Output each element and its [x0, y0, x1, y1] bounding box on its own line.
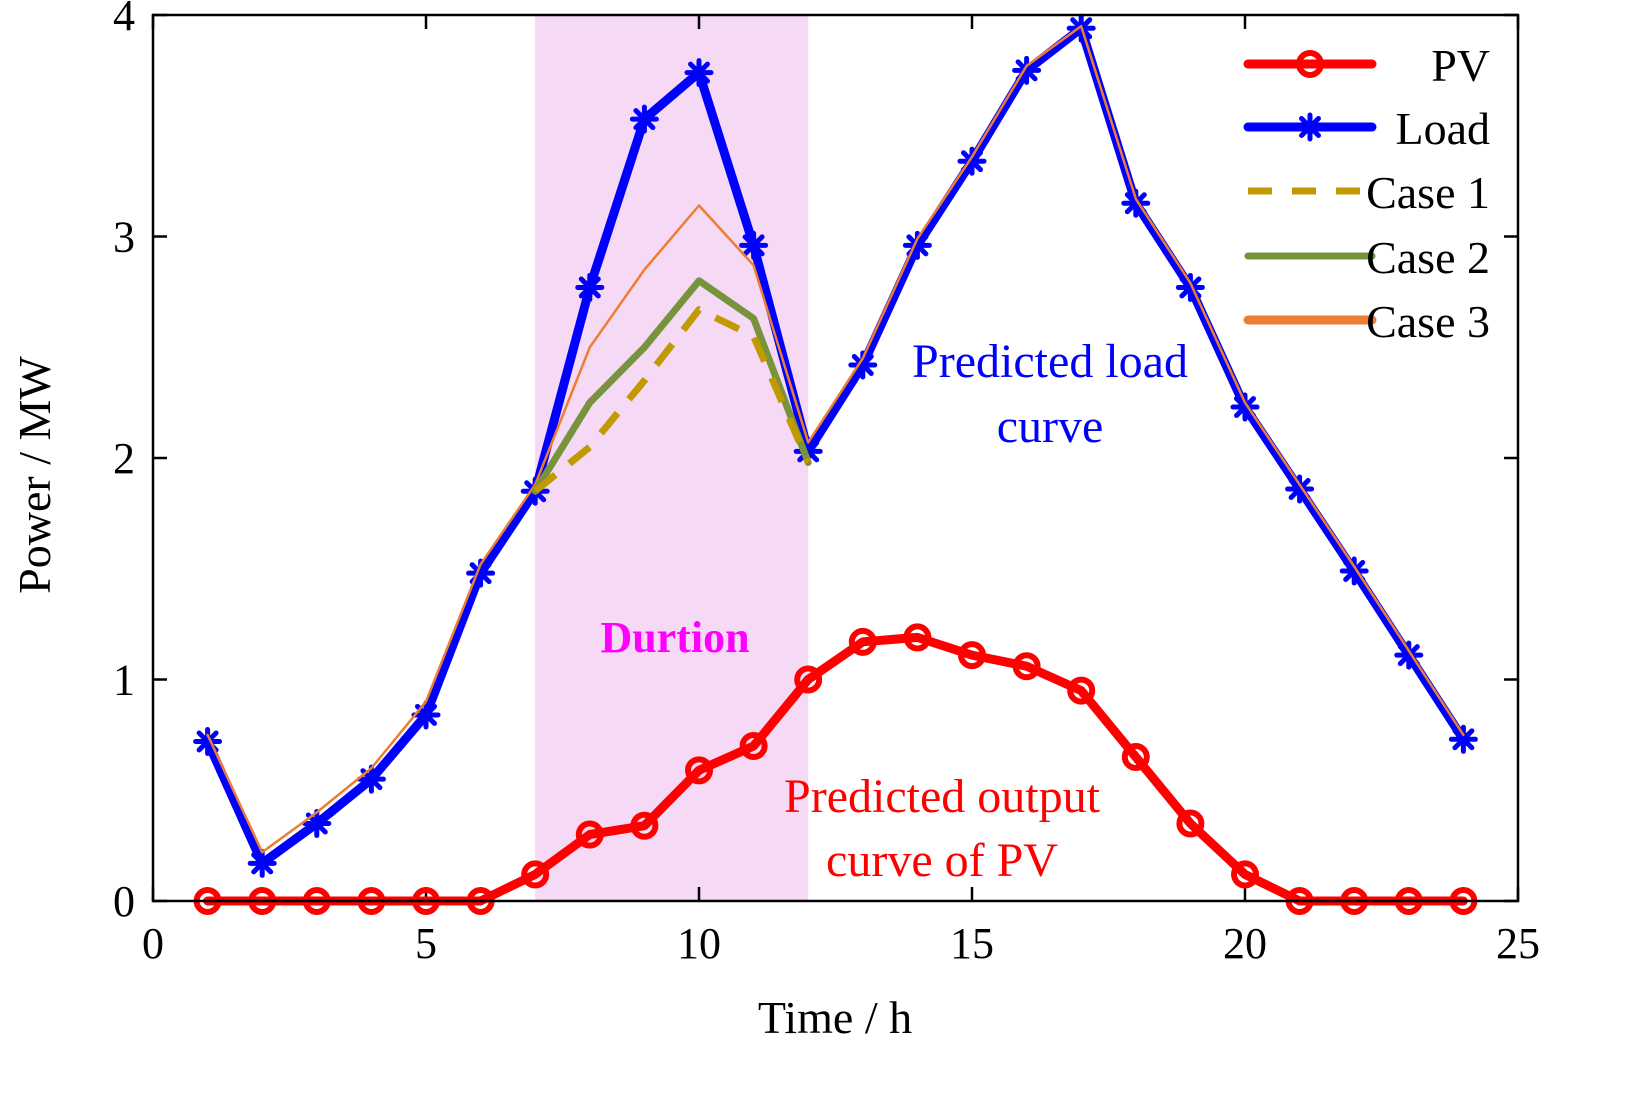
load-point	[739, 230, 769, 260]
pv-curve-annotation-line1: Predicted output	[784, 770, 1101, 823]
pv-curve-annotation-line2: curve of PV	[826, 834, 1058, 887]
load-point	[411, 700, 441, 730]
legend: PV Load Case 1 Case 2 Case 3	[1243, 40, 1490, 347]
load-point	[629, 104, 659, 134]
load-point	[1175, 272, 1205, 302]
load-marker-stroke	[196, 730, 219, 753]
load-marker-stroke	[578, 276, 601, 299]
pv-point	[1121, 743, 1150, 772]
pv-point	[575, 820, 604, 849]
load-marker-stroke	[1299, 116, 1321, 138]
pv-point	[1067, 676, 1096, 705]
load-point	[848, 350, 878, 380]
load-point	[684, 58, 714, 88]
duration-label: Durtion	[600, 613, 749, 662]
load-point	[193, 727, 223, 757]
x-tick-label: 0	[142, 919, 164, 968]
load-marker-stroke	[742, 234, 765, 257]
load-marker-stroke	[1234, 396, 1256, 419]
load-marker-stroke	[415, 703, 437, 726]
x-axis-title: Time / h	[758, 992, 912, 1043]
load-point	[1448, 724, 1478, 754]
pv-point	[794, 665, 823, 694]
plot-frame	[151, 13, 1520, 903]
pv-point	[903, 623, 932, 652]
load-curve-annotation-line2: curve	[997, 400, 1104, 453]
series-line-case-1	[532, 306, 812, 494]
x-tick-label: 10	[677, 919, 721, 968]
legend-marker-load	[1295, 112, 1325, 142]
load-curve-annotation-line1: Predicted load	[912, 335, 1188, 388]
y-tick-label: 2	[113, 434, 135, 483]
y-axis-title: Power / MW	[9, 356, 60, 594]
pv-point	[630, 811, 659, 840]
legend-label-load: Load	[1395, 103, 1490, 154]
series-line-case-2	[531, 277, 812, 495]
load-point	[247, 848, 277, 878]
y-tick-label: 0	[113, 877, 135, 926]
x-tick-label: 20	[1223, 919, 1267, 968]
pv-point	[958, 641, 986, 670]
load-marker-stroke	[251, 852, 274, 875]
legend-label-case-1: Case 1	[1366, 167, 1490, 218]
legend-label-pv: PV	[1431, 40, 1490, 91]
series-line-case-3	[206, 24, 1465, 854]
legend-label-case-2: Case 2	[1366, 232, 1490, 283]
pv-point	[521, 860, 550, 889]
load-marker-stroke	[1124, 192, 1147, 215]
load-marker-stroke	[1452, 728, 1475, 751]
load-marker-stroke	[305, 812, 328, 835]
load-marker-stroke	[1397, 644, 1420, 667]
load-marker-stroke	[633, 108, 656, 131]
y-tick-label: 4	[113, 0, 135, 40]
load-marker-stroke	[688, 61, 710, 84]
x-tick-label: 25	[1496, 919, 1540, 968]
x-tick-label: 5	[415, 919, 437, 968]
load-point	[1285, 474, 1315, 504]
pv-point	[1231, 860, 1259, 889]
legend-marker-pv	[1296, 50, 1324, 78]
pv-point	[1012, 652, 1041, 681]
pv-point	[739, 731, 768, 760]
legend-label-case-3: Case 3	[1366, 296, 1490, 347]
tick-labels: 0 5 10 15 20 25 0 1 2 3 4	[113, 0, 1540, 968]
pv-point	[1176, 809, 1205, 838]
load-marker-stroke	[851, 353, 874, 376]
load-marker-stroke	[360, 768, 383, 791]
load-point	[356, 764, 386, 794]
load-point	[302, 808, 332, 838]
y-tick-label: 3	[113, 213, 135, 262]
load-marker-stroke	[1343, 559, 1366, 582]
pv-point	[848, 627, 877, 656]
load-point	[575, 272, 605, 302]
pv-point	[685, 756, 713, 785]
x-tick-label: 15	[950, 919, 994, 968]
load-marker-stroke	[1288, 478, 1311, 500]
y-tick-label: 1	[113, 656, 135, 705]
load-marker-stroke	[1179, 276, 1202, 299]
